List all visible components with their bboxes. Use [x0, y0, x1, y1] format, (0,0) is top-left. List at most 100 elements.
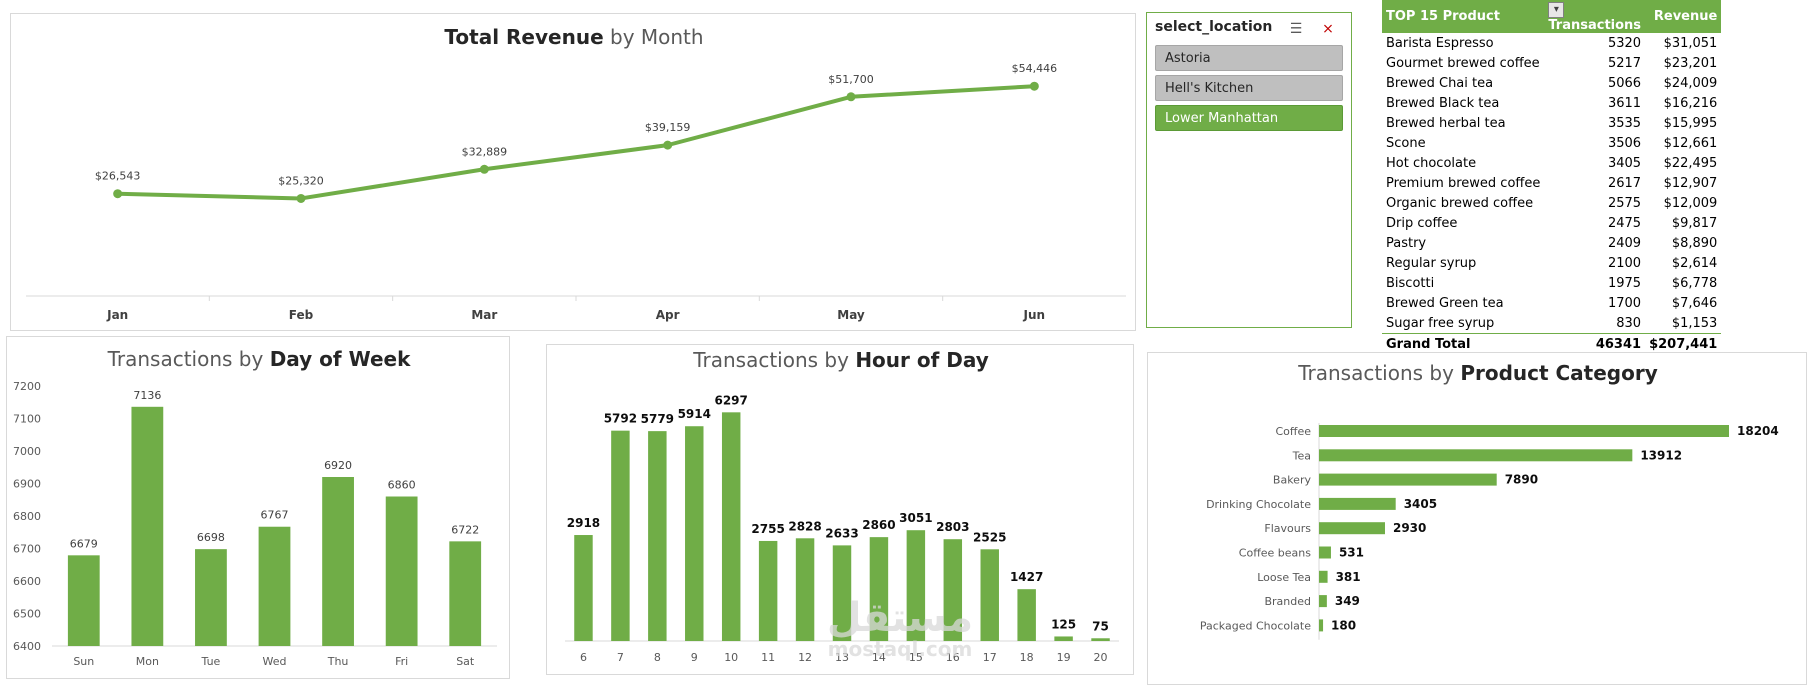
revenue-series-line	[117, 84, 1035, 201]
x-tick-label: 6	[580, 651, 587, 664]
pivot-cell-revenue: $12,907	[1663, 175, 1718, 191]
pivot-row[interactable]: Pastry 2409 $8,890	[1382, 233, 1721, 253]
clear-filter-icon[interactable]: ⨯	[1322, 20, 1334, 36]
pivot-row[interactable]: Scone 3506 $12,661	[1382, 133, 1721, 153]
filter-icon[interactable]: ▾	[1548, 2, 1565, 18]
dow-value-label: 6722	[451, 523, 479, 536]
pivot-total-transactions: 46341	[1544, 333, 1646, 356]
pivot-row[interactable]: Organic brewed coffee 2575 $12,009	[1382, 193, 1721, 213]
revenue-value-label: $26,543	[95, 170, 141, 183]
pivot-cell-revenue: $1,153	[1671, 315, 1718, 331]
x-tick-label: 17	[983, 651, 997, 664]
pivot-header-revenue: Revenue	[1645, 0, 1722, 33]
category-value-label: 531	[1339, 546, 1364, 560]
pivot-cell-product: Pastry	[1386, 235, 1427, 251]
chart-title-rest: by Month	[604, 25, 704, 49]
dow-bar	[67, 555, 100, 646]
dow-value-label: 6860	[388, 479, 416, 492]
slicer-item-lower-manhattan[interactable]: Lower Manhattan	[1155, 105, 1343, 131]
category-value-label: 3405	[1404, 497, 1437, 511]
category-tick-label: Drinking Chocolate	[1206, 498, 1311, 511]
pivot-row[interactable]: Brewed Black tea 3611 $16,216	[1382, 93, 1721, 113]
category-bar	[1319, 425, 1729, 437]
category-value-label: 18204	[1737, 424, 1779, 438]
revenue-point	[296, 193, 306, 203]
hour-value-label: 5779	[641, 412, 674, 426]
y-tick-label: 7000	[13, 445, 41, 458]
pivot-cell-transactions: 5320	[1607, 35, 1642, 51]
pivot-row[interactable]: Hot chocolate 3405 $22,495	[1382, 153, 1721, 173]
hour-bar	[685, 426, 704, 641]
multiselect-icon[interactable]: ☰	[1289, 20, 1303, 36]
category-tick-label: Packaged Chocolate	[1200, 619, 1311, 632]
pivot-row[interactable]: Premium brewed coffee 2617 $12,907	[1382, 173, 1721, 193]
x-tick-label: 7	[617, 651, 624, 664]
pivot-row[interactable]: Gourmet brewed coffee 5217 $23,201	[1382, 53, 1721, 73]
dow-bar	[449, 541, 482, 646]
pivot-cell-revenue: $8,890	[1671, 235, 1718, 251]
x-tick-label: 9	[691, 651, 698, 664]
x-tick-label: Feb	[289, 308, 314, 322]
hour-bar	[574, 535, 593, 641]
hour-value-label: 2755	[751, 522, 784, 536]
x-tick-label: 14	[872, 651, 886, 664]
pivot-cell-transactions: 3506	[1607, 135, 1642, 151]
x-tick-label: Thu	[327, 655, 349, 668]
x-tick-label: 10	[724, 651, 738, 664]
pivot-row[interactable]: Regular syrup 2100 $2,614	[1382, 253, 1721, 273]
pivot-cell-transactions: 5217	[1607, 55, 1642, 71]
pivot-row[interactable]: Brewed Chai tea 5066 $24,009	[1382, 73, 1721, 93]
pivot-cell-revenue: $7,646	[1671, 295, 1718, 311]
hour-of-day-bar-chart: Transactions by Hour of Day 2918 6 5792 7 577…	[565, 348, 1119, 664]
category-value-label: 381	[1336, 570, 1361, 584]
pivot-cell-transactions: 3611	[1607, 95, 1642, 111]
x-tick-label: Sat	[456, 655, 475, 668]
pivot-row[interactable]: Biscotti 1975 $6,778	[1382, 273, 1721, 293]
top-products-pivot-table: TOP 15 Product ▾ Transactions Revenue Bar…	[1382, 0, 1722, 356]
category-bar	[1319, 570, 1328, 583]
category-chart-panel: Transactions by Product Category 18204 Cof…	[1147, 352, 1807, 685]
pivot-cell-product: Organic brewed coffee	[1386, 195, 1534, 211]
hour-bar	[1091, 638, 1110, 641]
pivot-cell-revenue: $2,614	[1671, 255, 1718, 271]
hour-value-label: 2828	[788, 519, 821, 533]
hour-bar	[906, 530, 926, 641]
pivot-row[interactable]: Brewed herbal tea 3535 $15,995	[1382, 113, 1721, 133]
pivot-row[interactable]: Brewed Green tea 1700 $7,646	[1382, 293, 1721, 313]
chart-title-rest: Transactions by	[692, 348, 855, 372]
revenue-value-label: $54,446	[1012, 62, 1058, 75]
y-tick-label: 6500	[13, 608, 41, 621]
revenue-value-label: $25,320	[278, 174, 324, 187]
chart-title-bold: Hour of Day	[855, 348, 988, 372]
dow-chart-panel: Transactions by Day of Week 6400 6500 6600 6…	[6, 336, 510, 679]
chart-title-bold: Day of Week	[270, 347, 411, 371]
x-tick-label: Sun	[73, 655, 94, 668]
pivot-row[interactable]: Sugar free syrup 830 $1,153	[1382, 313, 1721, 334]
hour-value-label: 2633	[825, 526, 858, 540]
pivot-cell-transactions: 5066	[1607, 75, 1642, 91]
pivot-cell-transactions: 2409	[1607, 235, 1642, 251]
slicer-item-hells-kitchen[interactable]: Hell's Kitchen	[1155, 75, 1343, 101]
hour-value-label: 2525	[973, 530, 1006, 544]
pivot-row[interactable]: Drip coffee 2475 $9,817	[1382, 213, 1721, 233]
revenue-value-label: $32,889	[462, 145, 508, 158]
hour-bar	[611, 430, 630, 641]
hour-bar	[980, 549, 999, 641]
revenue-point	[479, 164, 489, 174]
x-tick-label: Apr	[656, 308, 680, 322]
pivot-grand-total-row: Grand Total 46341 $207,441	[1382, 333, 1722, 356]
revenue-point	[846, 92, 856, 102]
y-tick-label: 6800	[13, 510, 41, 523]
dow-value-label: 6920	[324, 459, 352, 472]
hour-bar	[1017, 589, 1036, 641]
pivot-cell-revenue: $15,995	[1663, 115, 1718, 131]
category-tick-label: Loose Tea	[1257, 571, 1311, 584]
x-tick-label: Wed	[263, 655, 287, 668]
slicer-item-astoria[interactable]: Astoria	[1155, 45, 1343, 71]
pivot-row[interactable]: Barista Espresso 5320 $31,051	[1382, 33, 1721, 53]
revenue-value-label: $39,159	[645, 121, 691, 134]
hour-bar	[832, 545, 852, 641]
location-slicer[interactable]: select_location ☰ ⨯ Astoria Hell's Kitch…	[1146, 12, 1352, 328]
day-of-week-bar-chart: Transactions by Day of Week 6400 6500 6600 6…	[13, 347, 497, 668]
x-tick-label: Jun	[1023, 308, 1046, 322]
